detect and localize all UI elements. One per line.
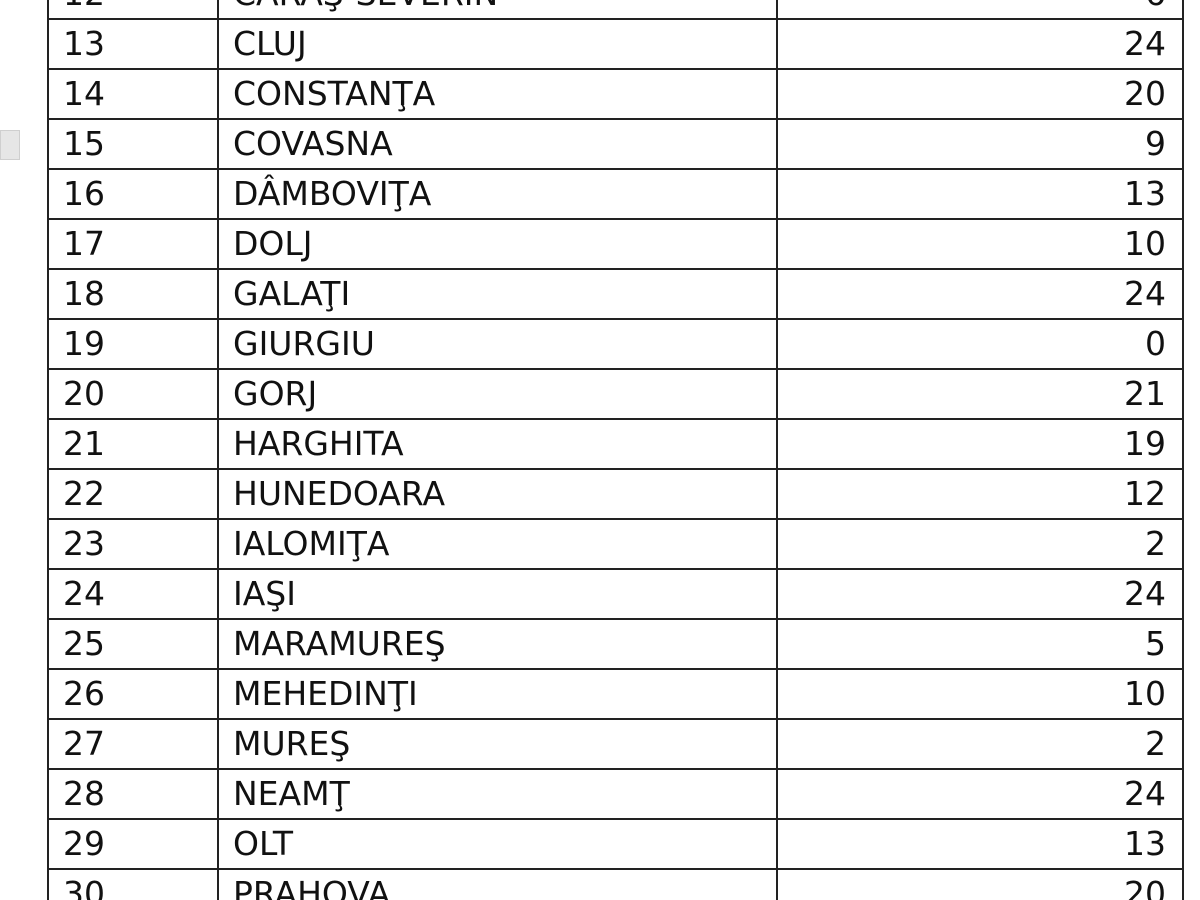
table-row: 25 MARAMUREŞ 5 [47, 618, 1184, 670]
county-name: CONSTANŢA [217, 68, 778, 120]
county-name: MEHEDINŢI [217, 668, 778, 720]
county-name: CARAŞ-SEVERIN [217, 0, 778, 20]
count-value: 13 [776, 818, 1184, 870]
county-name: DOLJ [217, 218, 778, 270]
count-value: 12 [776, 468, 1184, 520]
table-row: 18 GALAŢI 24 [47, 268, 1184, 320]
table-row: 16 DÂMBOVIŢA 13 [47, 168, 1184, 220]
table-row: 14 CONSTANŢA 20 [47, 68, 1184, 120]
count-value: 13 [776, 168, 1184, 220]
count-value: 24 [776, 18, 1184, 70]
table-row: 17 DOLJ 10 [47, 218, 1184, 270]
table-row: 21 HARGHITA 19 [47, 418, 1184, 470]
count-value: 10 [776, 218, 1184, 270]
table-row: 26 MEHEDINŢI 10 [47, 668, 1184, 720]
count-value: 24 [776, 268, 1184, 320]
county-name: NEAMŢ [217, 768, 778, 820]
row-number: 15 [47, 118, 219, 170]
count-value: 2 [776, 518, 1184, 570]
count-value: 20 [776, 68, 1184, 120]
row-number: 21 [47, 418, 219, 470]
table-row: 27 MUREŞ 2 [47, 718, 1184, 770]
table-row: 20 GORJ 21 [47, 368, 1184, 420]
row-number: 16 [47, 168, 219, 220]
row-number: 27 [47, 718, 219, 770]
row-number: 28 [47, 768, 219, 820]
county-name: OLT [217, 818, 778, 870]
county-name: PRAHOVA [217, 868, 778, 900]
row-number: 26 [47, 668, 219, 720]
county-name: GIURGIU [217, 318, 778, 370]
row-number: 29 [47, 818, 219, 870]
county-name: COVASNA [217, 118, 778, 170]
county-name: IALOMIŢA [217, 518, 778, 570]
count-value: 21 [776, 368, 1184, 420]
table-row: 22 HUNEDOARA 12 [47, 468, 1184, 520]
table-row: 15 COVASNA 9 [47, 118, 1184, 170]
row-number: 23 [47, 518, 219, 570]
count-value: 24 [776, 568, 1184, 620]
row-number: 22 [47, 468, 219, 520]
count-value: 2 [776, 718, 1184, 770]
count-value: 9 [776, 118, 1184, 170]
row-number: 12 [47, 0, 219, 20]
table-row: 29 OLT 13 [47, 818, 1184, 870]
row-number: 24 [47, 568, 219, 620]
row-number: 30 [47, 868, 219, 900]
table-row: 30 PRAHOVA 20 [47, 868, 1184, 900]
row-number: 20 [47, 368, 219, 420]
side-tab[interactable] [0, 130, 20, 160]
county-name: MUREŞ [217, 718, 778, 770]
row-number: 14 [47, 68, 219, 120]
row-number: 17 [47, 218, 219, 270]
county-name: GORJ [217, 368, 778, 420]
table-row: 19 GIURGIU 0 [47, 318, 1184, 370]
county-name: HARGHITA [217, 418, 778, 470]
count-value: 5 [776, 618, 1184, 670]
county-name: IAŞI [217, 568, 778, 620]
row-number: 13 [47, 18, 219, 70]
row-number: 18 [47, 268, 219, 320]
count-value: 19 [776, 418, 1184, 470]
table-row: 12CARAŞ-SEVERIN6 [47, 0, 1184, 20]
count-value: 24 [776, 768, 1184, 820]
county-name: CLUJ [217, 18, 778, 70]
row-number: 25 [47, 618, 219, 670]
count-value: 0 [776, 318, 1184, 370]
data-table: 12CARAŞ-SEVERIN613CLUJ2414CONSTANŢA2015C… [47, 0, 1184, 900]
county-name: MARAMUREŞ [217, 618, 778, 670]
count-value: 10 [776, 668, 1184, 720]
county-name: HUNEDOARA [217, 468, 778, 520]
count-value: 20 [776, 868, 1184, 900]
table-row: 23 IALOMIŢA 2 [47, 518, 1184, 570]
row-number: 19 [47, 318, 219, 370]
count-value: 6 [776, 0, 1184, 20]
table-row: 13 CLUJ 24 [47, 18, 1184, 70]
county-name: GALAŢI [217, 268, 778, 320]
county-name: DÂMBOVIŢA [217, 168, 778, 220]
table-row: 28 NEAMŢ 24 [47, 768, 1184, 820]
table-row: 24 IAŞI 24 [47, 568, 1184, 620]
